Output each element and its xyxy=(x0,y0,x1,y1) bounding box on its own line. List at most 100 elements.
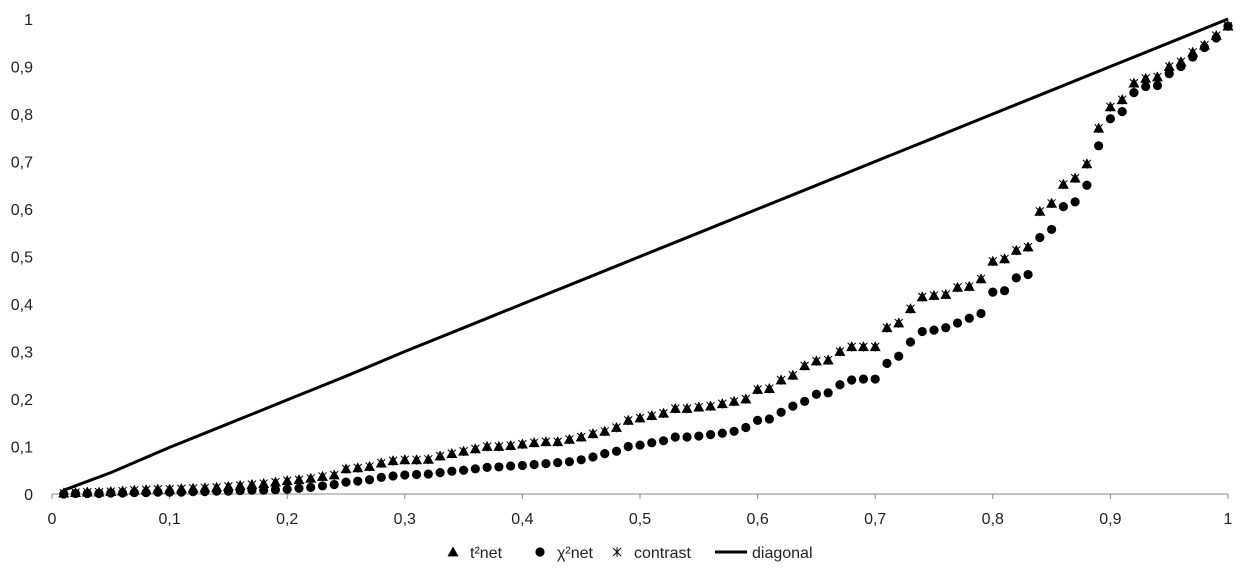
data-point xyxy=(517,460,528,471)
data-point xyxy=(670,432,680,442)
x-tick-label: 0,4 xyxy=(511,511,533,528)
data-point xyxy=(694,402,704,412)
data-point xyxy=(376,458,386,468)
data-point xyxy=(882,358,892,368)
data-point xyxy=(294,474,304,485)
data-point xyxy=(247,479,257,490)
data-point xyxy=(917,292,927,302)
x-tick-label: 0,6 xyxy=(746,511,768,528)
data-point xyxy=(976,274,986,284)
data-point xyxy=(541,436,551,447)
y-tick-label: 0,8 xyxy=(11,107,33,124)
legend-label: contrast xyxy=(634,545,691,562)
x-tick-label: 0 xyxy=(48,511,57,528)
data-point xyxy=(694,431,704,441)
y-axis-ticks: 0 0,1 0,2 0,3 0,4 0,5 0,6 0,7 0,8 0,9 1 xyxy=(11,12,33,504)
series-asterisk xyxy=(59,21,1233,498)
data-point xyxy=(388,455,398,466)
data-point xyxy=(1047,224,1057,235)
data-point xyxy=(1059,179,1068,190)
data-point xyxy=(964,281,974,292)
data-point xyxy=(1129,78,1139,88)
data-point xyxy=(529,437,539,448)
data-point xyxy=(447,448,457,459)
data-point xyxy=(988,256,998,267)
data-point xyxy=(470,464,480,474)
data-point xyxy=(917,326,927,337)
data-point xyxy=(600,426,610,437)
data-point xyxy=(788,370,798,381)
data-point xyxy=(494,462,504,472)
data-point xyxy=(1164,69,1174,79)
data-point xyxy=(1223,21,1233,31)
x-axis-ticks: 0 0,1 0,2 0,3 0,4 0,5 0,6 0,7 0,8 0,9 1 xyxy=(48,494,1233,528)
data-point xyxy=(423,454,433,465)
data-point xyxy=(635,440,645,450)
data-point xyxy=(611,446,622,456)
data-point xyxy=(270,485,281,495)
data-point xyxy=(1153,72,1162,82)
data-point xyxy=(823,355,833,365)
data-point xyxy=(459,446,468,457)
data-point xyxy=(1047,198,1056,209)
y-tick-label: 0,6 xyxy=(11,202,33,219)
data-point xyxy=(999,286,1010,296)
data-point xyxy=(165,484,174,495)
legend-swatch xyxy=(535,547,545,557)
data-point xyxy=(811,389,822,399)
series-line xyxy=(63,17,1229,492)
data-point xyxy=(247,485,257,495)
data-point xyxy=(1200,40,1209,50)
legend-swatch xyxy=(612,547,622,557)
x-tick-label: 0,9 xyxy=(1099,511,1121,528)
data-point xyxy=(894,318,904,328)
data-point xyxy=(1023,242,1033,252)
x-tick-label: 0,3 xyxy=(394,511,416,528)
data-point xyxy=(529,459,539,470)
data-point xyxy=(647,438,657,448)
data-point xyxy=(905,337,916,347)
data-point xyxy=(964,313,974,323)
data-point xyxy=(882,322,892,333)
data-point xyxy=(365,461,374,472)
data-point xyxy=(1152,80,1163,91)
diagonal-line xyxy=(63,17,1229,492)
data-point xyxy=(859,341,868,352)
data-point xyxy=(306,473,316,484)
data-point xyxy=(306,482,316,492)
y-tick-label: 0,3 xyxy=(11,345,33,362)
y-tick-label: 0,4 xyxy=(11,297,33,314)
data-point xyxy=(565,434,574,445)
legend-item: t²net xyxy=(447,545,503,562)
data-point xyxy=(412,455,421,465)
data-point xyxy=(411,469,422,480)
y-tick-label: 0,1 xyxy=(11,440,33,457)
data-point xyxy=(929,325,939,335)
data-point xyxy=(506,440,515,451)
data-point xyxy=(564,457,575,467)
data-point xyxy=(1011,245,1021,256)
data-point xyxy=(294,483,304,493)
data-point xyxy=(741,394,751,404)
x-tick-label: 0,5 xyxy=(629,511,651,528)
data-point xyxy=(729,396,739,407)
data-point xyxy=(1070,197,1080,207)
y-tick-label: 0,9 xyxy=(11,60,33,77)
data-point xyxy=(1082,180,1092,190)
data-point xyxy=(224,481,233,492)
data-point xyxy=(482,462,492,472)
data-point xyxy=(435,468,445,478)
data-point xyxy=(1011,273,1021,283)
data-point xyxy=(1094,141,1104,151)
data-point xyxy=(894,351,904,361)
data-point xyxy=(647,410,657,421)
legend-item: contrast xyxy=(612,545,691,562)
data-point xyxy=(482,441,492,452)
data-point xyxy=(612,422,621,433)
data-point xyxy=(1035,232,1045,243)
x-tick-label: 0,7 xyxy=(864,511,886,528)
data-point xyxy=(317,481,328,491)
data-point xyxy=(423,469,433,479)
y-tick-label: 0,2 xyxy=(11,392,33,409)
data-point xyxy=(906,303,915,314)
